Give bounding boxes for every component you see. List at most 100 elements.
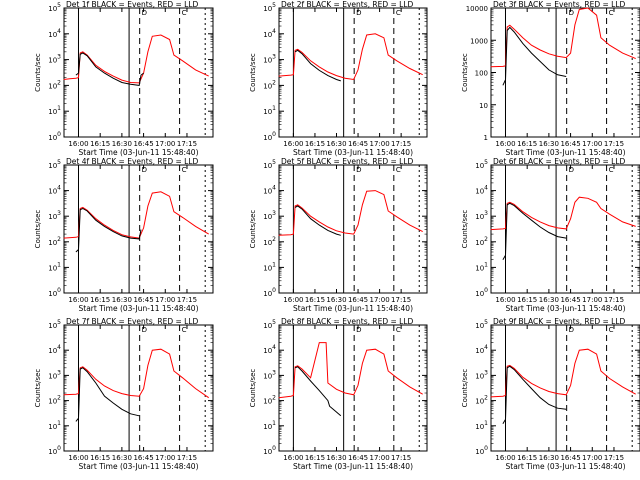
- y-tick-label: 105: [48, 319, 61, 330]
- panel-title: Det 9f BLACK = Events, RED = LLD: [493, 317, 626, 326]
- panel-title: Det 7f BLACK = Events, RED = LLD: [66, 317, 199, 326]
- marker-label: D: [356, 326, 361, 334]
- marker-label: D: [142, 9, 147, 17]
- y-tick-label: 100: [263, 131, 276, 142]
- x-tick-label: 17:15: [177, 140, 197, 148]
- x-tick-label: 17:00: [582, 140, 602, 148]
- events-series-line: [294, 366, 342, 417]
- marker-label: D: [569, 9, 574, 17]
- x-tick-label: 17:15: [391, 140, 411, 148]
- x-tick-label: 16:30: [539, 454, 559, 462]
- x-tick-label: 17:15: [391, 454, 411, 462]
- plot-frame: [490, 7, 640, 138]
- plot-frame: [63, 324, 214, 452]
- y-tick-label: 103: [48, 54, 61, 65]
- x-tick-label: 16:30: [539, 140, 559, 148]
- x-axis-label: Start Time (03-Jun-11 15:48:40): [506, 148, 626, 157]
- y-tick-label: 101: [475, 420, 488, 431]
- x-tick-label: 16:15: [90, 140, 110, 148]
- x-tick-label: 16:15: [517, 140, 537, 148]
- y-tick-label: 102: [263, 395, 276, 406]
- y-tick-label: 102: [48, 236, 61, 247]
- x-tick-label: 16:30: [112, 296, 132, 304]
- x-tick-label: 16:45: [133, 296, 153, 304]
- y-tick-label: 103: [263, 369, 276, 380]
- y-tick-label: 102: [48, 79, 61, 90]
- y-tick-label: 102: [48, 395, 61, 406]
- y-tick-label: 103: [48, 210, 61, 221]
- x-tick-label: 17:00: [155, 296, 175, 304]
- panel-title: Det 3f BLACK = Events, RED = LLD: [493, 0, 626, 9]
- plot-frame: [278, 164, 428, 294]
- y-tick-label: 100: [263, 287, 276, 298]
- lld-series-line: [490, 7, 636, 68]
- y-tick-label: 100: [263, 445, 276, 456]
- y-tick-label: 102: [263, 79, 276, 90]
- x-tick-label: 17:00: [155, 454, 175, 462]
- y-tick-label: 104: [263, 344, 276, 355]
- marker-label: C: [396, 9, 401, 17]
- x-tick-label: 16:30: [326, 296, 346, 304]
- y-tick-label: 101: [475, 261, 488, 272]
- x-tick-label: 16:15: [305, 454, 325, 462]
- detector-panel-6: D C 100 101 102 103 104 105 16:00 16:15 16:30 16:45…: [461, 157, 640, 313]
- marker-label: D: [142, 326, 147, 334]
- x-axis-label: Start Time (03-Jun-11 15:48:40): [293, 304, 413, 313]
- y-tick-label: 100: [48, 131, 61, 142]
- panel-title: Det 8f BLACK = Events, RED = LLD: [281, 317, 414, 326]
- lld-series-line: [278, 342, 423, 399]
- x-tick-label: 17:15: [604, 140, 624, 148]
- y-tick-label: 100: [48, 287, 61, 298]
- y-tick-label: 100: [475, 287, 488, 298]
- y-tick-label: 105: [263, 319, 276, 330]
- y-tick-label: 104: [263, 28, 276, 39]
- y-tick-label: 100: [48, 445, 61, 456]
- y-tick-label: 105: [263, 159, 276, 170]
- y-axis-label: Counts/sec: [34, 210, 42, 249]
- x-tick-label: 17:00: [369, 140, 389, 148]
- x-tick-label: 16:15: [305, 140, 325, 148]
- y-tick-label: 1000: [470, 37, 488, 45]
- x-tick-label: 17:00: [582, 454, 602, 462]
- x-tick-label: 16:00: [495, 296, 515, 304]
- marker-label: C: [609, 166, 614, 174]
- x-tick-label: 16:00: [495, 140, 515, 148]
- panel-title: Det 4f BLACK = Events, RED = LLD: [66, 157, 199, 166]
- plot-frame: [278, 324, 428, 452]
- marker-label: D: [569, 326, 574, 334]
- lld-series-line: [278, 190, 423, 236]
- plot-frame: [490, 164, 640, 294]
- y-tick-label: 10000: [466, 5, 488, 13]
- x-tick-label: 16:15: [90, 296, 110, 304]
- x-tick-label: 16:15: [90, 454, 110, 462]
- y-axis-label: Counts/sec: [34, 53, 42, 92]
- x-tick-label: 16:30: [539, 296, 559, 304]
- y-tick-label: 101: [48, 420, 61, 431]
- x-tick-label: 17:15: [391, 296, 411, 304]
- x-tick-label: 17:15: [604, 296, 624, 304]
- y-tick-label: 101: [263, 105, 276, 116]
- x-tick-label: 16:00: [283, 454, 303, 462]
- x-tick-label: 17:00: [582, 296, 602, 304]
- marker-label: D: [356, 166, 361, 174]
- x-tick-label: 16:15: [517, 296, 537, 304]
- panel-title: Det 6f BLACK = Events, RED = LLD: [493, 157, 626, 166]
- detector-panel-4: D C 100 101 102 103 104 105 16:00 16:15 16:30 16:45…: [34, 157, 214, 313]
- panel-title: Det 2f BLACK = Events, RED = LLD: [281, 0, 414, 9]
- x-tick-label: 16:45: [560, 140, 580, 148]
- lld-series-line: [490, 348, 636, 398]
- marker-label: C: [182, 326, 187, 334]
- x-axis-label: Start Time (03-Jun-11 15:48:40): [79, 462, 199, 471]
- y-tick-label: 103: [263, 210, 276, 221]
- y-tick-label: 10: [479, 102, 488, 110]
- x-tick-label: 16:30: [326, 140, 346, 148]
- x-tick-label: 17:15: [177, 454, 197, 462]
- lld-series-line: [490, 196, 636, 231]
- y-tick-label: 103: [48, 369, 61, 380]
- marker-label: C: [396, 166, 401, 174]
- x-tick-label: 16:45: [560, 454, 580, 462]
- plot-frame: [490, 324, 640, 452]
- x-tick-label: 16:45: [133, 454, 153, 462]
- y-tick-label: 101: [263, 261, 276, 272]
- y-axis-label: Counts/sec: [461, 210, 469, 249]
